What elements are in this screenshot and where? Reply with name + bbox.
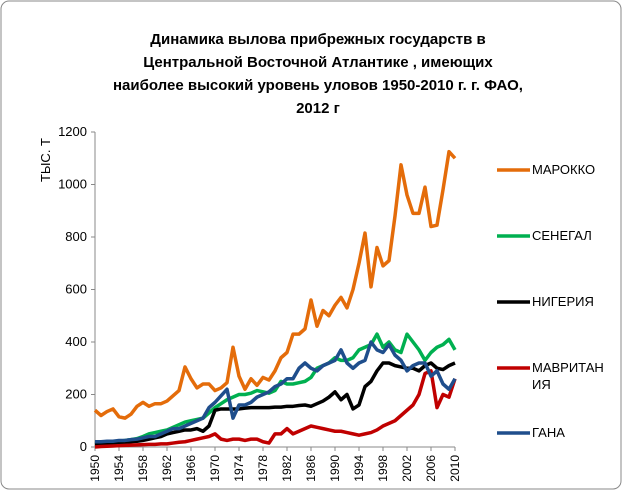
series-line — [93, 149, 457, 420]
x-tick-label: 1982 — [280, 455, 294, 482]
x-tick-label: 1974 — [232, 455, 246, 482]
y-tick-label: 200 — [65, 387, 87, 402]
x-tick-label: 1990 — [328, 455, 342, 482]
y-tick-label: 1000 — [58, 177, 87, 192]
chart-title: Динамика вылова прибрежных государств в Ц… — [113, 31, 523, 117]
series-line — [94, 369, 457, 449]
title-line: 2012 г — [296, 100, 340, 117]
series-line — [94, 332, 457, 445]
legend-label: СЕНЕГАЛ — [532, 228, 592, 243]
x-tick-label: 1998 — [376, 455, 390, 482]
y-tick-label: 1200 — [58, 124, 87, 139]
x-tick-label: 1978 — [256, 455, 270, 482]
x-tick-label: 2006 — [424, 455, 438, 482]
y-axis-label: ТЫС. Т — [38, 138, 53, 182]
x-tick-label: 1954 — [112, 455, 126, 482]
x-tick-label: 1958 — [136, 455, 150, 482]
x-tick-label: 1970 — [208, 455, 222, 482]
x-tick-label: 1962 — [160, 455, 174, 482]
x-tick-label: 1966 — [184, 455, 198, 482]
legend-label: ГАНА — [532, 425, 565, 440]
y-tick-label: 400 — [65, 334, 87, 349]
x-tick-label: 1986 — [304, 455, 318, 482]
title-line: Динамика вылова прибрежных государств в — [150, 31, 485, 48]
x-tick-label: 2002 — [400, 455, 414, 482]
x-tick-label: 2010 — [448, 455, 462, 482]
x-tick-label: 1950 — [88, 455, 102, 482]
y-tick-label: 800 — [65, 229, 87, 244]
series-line — [95, 340, 457, 444]
x-tick-label: 1994 — [352, 455, 366, 482]
title-line: Центральной Восточной Атлантике , имеющи… — [143, 54, 493, 71]
legend-label: НИГЕРИЯ — [532, 294, 594, 309]
legend-label: МАРОККО — [532, 162, 596, 177]
legend-label: МАВРИТАНИЯ — [532, 360, 604, 392]
y-tick-label: 0 — [80, 439, 87, 454]
title-line: наиболее высокий уровень уловов 1950-201… — [113, 77, 523, 94]
y-tick-label: 600 — [65, 282, 87, 297]
